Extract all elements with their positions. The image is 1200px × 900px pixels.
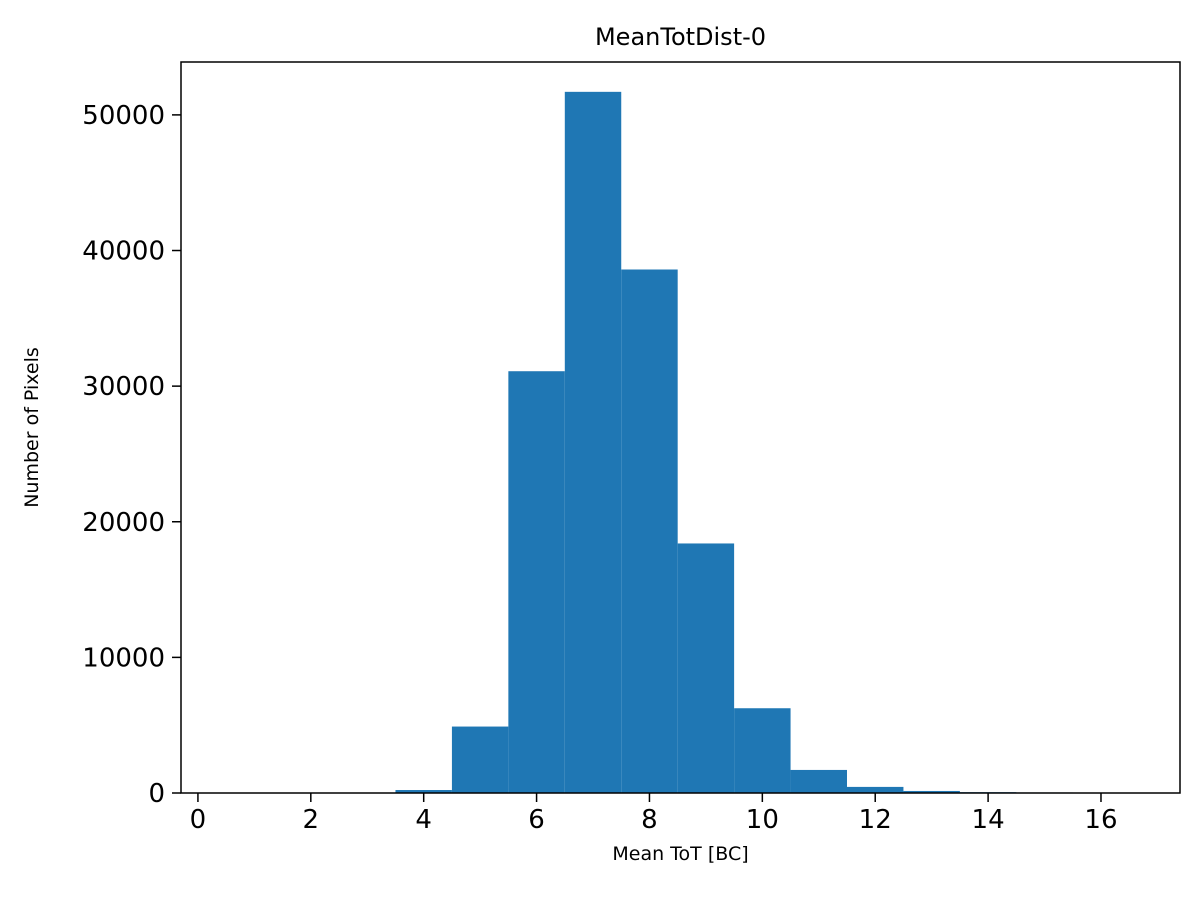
- x-tick-label: 14: [972, 805, 1005, 835]
- y-tick-label: 50000: [82, 101, 165, 131]
- x-tick-label: 16: [1084, 805, 1117, 835]
- x-tick-label: 0: [190, 805, 207, 835]
- y-axis-label: Number of Pixels: [21, 347, 43, 508]
- x-axis-label: Mean ToT [BC]: [612, 843, 748, 865]
- histogram-bar: [451, 726, 509, 793]
- x-tick-label: 10: [746, 805, 779, 835]
- y-tick-label: 10000: [82, 643, 165, 673]
- x-tick-label: 2: [303, 805, 320, 835]
- y-tick-label: 40000: [82, 237, 165, 267]
- y-tick-label: 20000: [82, 508, 165, 538]
- histogram-bar: [564, 91, 622, 794]
- plot-border: [180, 61, 1181, 794]
- x-tick-label: 6: [528, 805, 545, 835]
- histogram-bar: [677, 543, 735, 793]
- histogram-bar: [395, 790, 452, 793]
- histogram-bar: [508, 371, 565, 793]
- histogram-bar: [903, 790, 960, 793]
- histogram-bar: [847, 786, 904, 793]
- chart-title: MeanTotDist-0: [595, 23, 766, 51]
- x-tick-label: 4: [415, 805, 432, 835]
- y-tick-label: 30000: [82, 372, 165, 402]
- histogram-bar: [734, 708, 791, 793]
- histogram-bar: [790, 769, 847, 793]
- x-tick-label: 12: [859, 805, 892, 835]
- y-tick-label: 0: [148, 779, 165, 809]
- histogram-bar: [621, 269, 678, 793]
- x-tick-label: 8: [641, 805, 658, 835]
